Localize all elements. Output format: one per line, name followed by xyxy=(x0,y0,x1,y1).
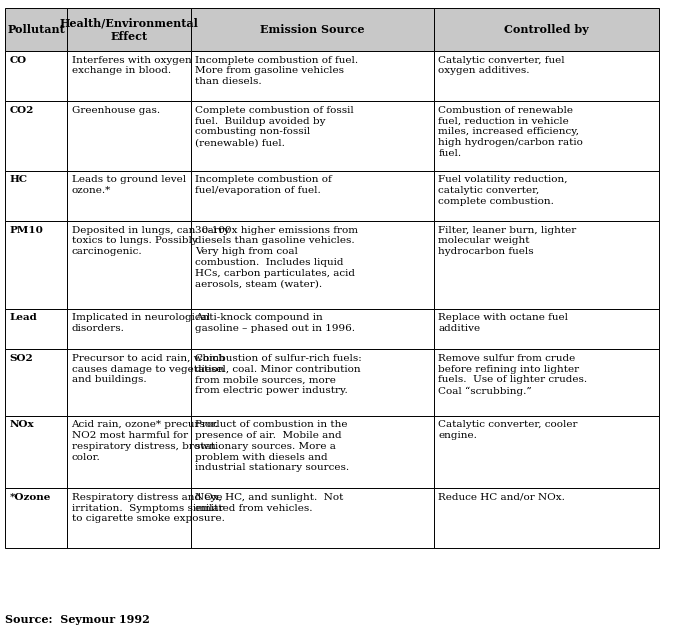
Text: Incomplete combustion of
fuel/evaporation of fuel.: Incomplete combustion of fuel/evaporatio… xyxy=(195,175,332,195)
Bar xyxy=(68,101,191,171)
Bar xyxy=(68,8,191,51)
Text: Implicated in neurological
disorders.: Implicated in neurological disorders. xyxy=(72,314,210,333)
Text: Incomplete combustion of fuel.
More from gasoline vehicles
than diesels.: Incomplete combustion of fuel. More from… xyxy=(195,56,358,86)
Bar xyxy=(435,8,659,51)
Text: Product of combustion in the
presence of air.  Mobile and
stationary sources. Mo: Product of combustion in the presence of… xyxy=(195,420,349,472)
Text: 30-100x higher emissions from
diesels than gasoline vehicles.
Very high from coa: 30-100x higher emissions from diesels th… xyxy=(195,226,358,289)
Text: Emission Source: Emission Source xyxy=(260,24,365,35)
Bar xyxy=(191,51,435,101)
Bar xyxy=(435,309,659,349)
Text: Lead: Lead xyxy=(9,314,37,323)
Text: Health/Environmental
Effect: Health/Environmental Effect xyxy=(60,17,199,42)
Bar xyxy=(5,416,68,488)
Bar xyxy=(191,171,435,221)
Text: Reduce HC and/or NOx.: Reduce HC and/or NOx. xyxy=(439,493,565,502)
Text: NOx, HC, and sunlight.  Not
emitted from vehicles.: NOx, HC, and sunlight. Not emitted from … xyxy=(195,493,343,513)
Bar xyxy=(68,171,191,221)
Bar xyxy=(68,488,191,548)
Text: Pollutant: Pollutant xyxy=(7,24,65,35)
Text: CO2: CO2 xyxy=(9,106,34,115)
Text: NOx: NOx xyxy=(9,420,34,429)
Text: PM10: PM10 xyxy=(9,226,43,235)
Text: Precursor to acid rain, which
causes damage to vegetation
and buildings.: Precursor to acid rain, which causes dam… xyxy=(72,354,224,385)
Text: Replace with octane fuel
additive: Replace with octane fuel additive xyxy=(439,314,568,333)
Bar xyxy=(191,8,435,51)
Text: Leads to ground level
ozone.*: Leads to ground level ozone.* xyxy=(72,175,186,195)
Bar xyxy=(5,488,68,548)
Text: Catalytic converter, cooler
engine.: Catalytic converter, cooler engine. xyxy=(439,420,578,440)
Text: Anti-knock compound in
gasoline – phased out in 1996.: Anti-knock compound in gasoline – phased… xyxy=(195,314,355,333)
Text: SO2: SO2 xyxy=(9,354,33,363)
Bar xyxy=(435,488,659,548)
Text: *Ozone: *Ozone xyxy=(9,493,51,502)
Text: Greenhouse gas.: Greenhouse gas. xyxy=(72,106,159,115)
Bar xyxy=(68,51,191,101)
Bar xyxy=(435,101,659,171)
Text: Complete combustion of fossil
fuel.  Buildup avoided by
combusting non-fossil
(r: Complete combustion of fossil fuel. Buil… xyxy=(195,106,354,147)
Bar xyxy=(435,51,659,101)
Bar xyxy=(5,221,68,309)
Bar xyxy=(191,309,435,349)
Bar xyxy=(5,101,68,171)
Bar xyxy=(5,8,68,51)
Bar xyxy=(435,221,659,309)
Bar xyxy=(5,349,68,416)
Bar xyxy=(191,101,435,171)
Text: Controlled by: Controlled by xyxy=(504,24,589,35)
Text: Remove sulfur from crude
before refining into lighter
fuels.  Use of lighter cru: Remove sulfur from crude before refining… xyxy=(439,354,588,396)
Text: Deposited in lungs, can  carry
toxics to lungs. Possibly
carcinogenic.: Deposited in lungs, can carry toxics to … xyxy=(72,226,229,256)
Bar xyxy=(435,171,659,221)
Bar xyxy=(191,488,435,548)
Bar xyxy=(68,221,191,309)
Bar xyxy=(191,416,435,488)
Text: Catalytic converter, fuel
oxygen additives.: Catalytic converter, fuel oxygen additiv… xyxy=(439,56,565,76)
Text: Acid rain, ozone* precursor.
NO2 most harmful for
respiratory distress, brown
co: Acid rain, ozone* precursor. NO2 most ha… xyxy=(72,420,219,461)
Bar xyxy=(68,309,191,349)
Bar xyxy=(68,349,191,416)
Bar xyxy=(191,349,435,416)
Text: Respiratory distress and eye
irritation.  Symptoms similar
to cigarette smoke ex: Respiratory distress and eye irritation.… xyxy=(72,493,224,524)
Bar xyxy=(5,171,68,221)
Text: Interferes with oxygen
exchange in blood.: Interferes with oxygen exchange in blood… xyxy=(72,56,191,76)
Bar xyxy=(435,349,659,416)
Text: HC: HC xyxy=(9,175,28,184)
Bar xyxy=(5,309,68,349)
Bar xyxy=(191,221,435,309)
Text: Source:  Seymour 1992: Source: Seymour 1992 xyxy=(5,614,150,625)
Bar xyxy=(68,416,191,488)
Bar xyxy=(5,51,68,101)
Text: Combustion of sulfur-rich fuels:
diesel, coal. Minor contribution
from mobile so: Combustion of sulfur-rich fuels: diesel,… xyxy=(195,354,361,395)
Text: Fuel volatility reduction,
catalytic converter,
complete combustion.: Fuel volatility reduction, catalytic con… xyxy=(439,175,568,206)
Text: CO: CO xyxy=(9,56,26,65)
Text: Combustion of renewable
fuel, reduction in vehicle
miles, increased efficiency,
: Combustion of renewable fuel, reduction … xyxy=(439,106,583,158)
Bar xyxy=(435,416,659,488)
Text: Filter, leaner burn, lighter
molecular weight
hydrocarbon fuels: Filter, leaner burn, lighter molecular w… xyxy=(439,226,577,256)
